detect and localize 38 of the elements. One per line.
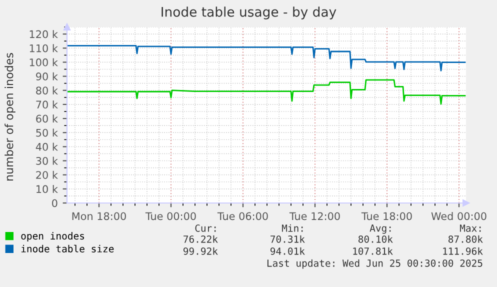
line-series bbox=[67, 45, 466, 72]
y-tick-label: 110 k bbox=[30, 44, 58, 52]
y-tick-label: 30 k bbox=[36, 156, 58, 165]
y-tick-label: 20 k bbox=[36, 170, 58, 179]
x-tick-label: Tue 12:00 bbox=[289, 212, 340, 220]
y-tick-label: 0 bbox=[52, 199, 58, 208]
y-axis-title: number of open inodes bbox=[4, 53, 16, 180]
text: 87.80k bbox=[448, 235, 483, 243]
x-tick-label: Tue 00:00 bbox=[145, 212, 196, 220]
x-tick-label: Mon 18:00 bbox=[72, 212, 126, 220]
text: 70.31k bbox=[270, 235, 305, 243]
y-tick-label: 100 k bbox=[30, 58, 58, 66]
text: Cur: bbox=[195, 224, 216, 232]
y-tick-label: 40 k bbox=[36, 142, 58, 151]
y-tick-label: 90 k bbox=[36, 72, 58, 80]
text: Min: bbox=[282, 224, 303, 232]
text: Avg: bbox=[370, 224, 391, 234]
y-tick-label: 10 k bbox=[36, 184, 58, 194]
text: 99.92k bbox=[183, 247, 218, 255]
legend-label: open inodes bbox=[21, 232, 84, 242]
text: 76.22k bbox=[184, 235, 218, 243]
x-tick-label: Tue 06:00 bbox=[217, 212, 268, 220]
y-tick-label: 80 k bbox=[36, 86, 58, 94]
text: 111.96k bbox=[443, 247, 483, 255]
x-tick-label: Tue 18:00 bbox=[361, 212, 412, 220]
text: Last update: Wed Jun 25 00:30:00 2025 bbox=[267, 259, 482, 269]
y-tick-label: 70 k bbox=[36, 100, 58, 109]
x-tick-label: Wed 00:00 bbox=[431, 212, 486, 220]
text: Max: bbox=[460, 224, 481, 232]
legend-label: inode table size bbox=[21, 244, 114, 252]
y-tick-label: 50 k bbox=[36, 128, 58, 137]
chart-title: Inode table usage - by day bbox=[162, 6, 336, 20]
text: 107.81k bbox=[353, 247, 393, 255]
y-tick-label: 60 k bbox=[36, 114, 58, 123]
text: 80.10k bbox=[358, 235, 393, 243]
y-tick-label: 120 k bbox=[30, 30, 58, 38]
text: 94.01k bbox=[270, 247, 305, 255]
line-series bbox=[67, 79, 466, 105]
